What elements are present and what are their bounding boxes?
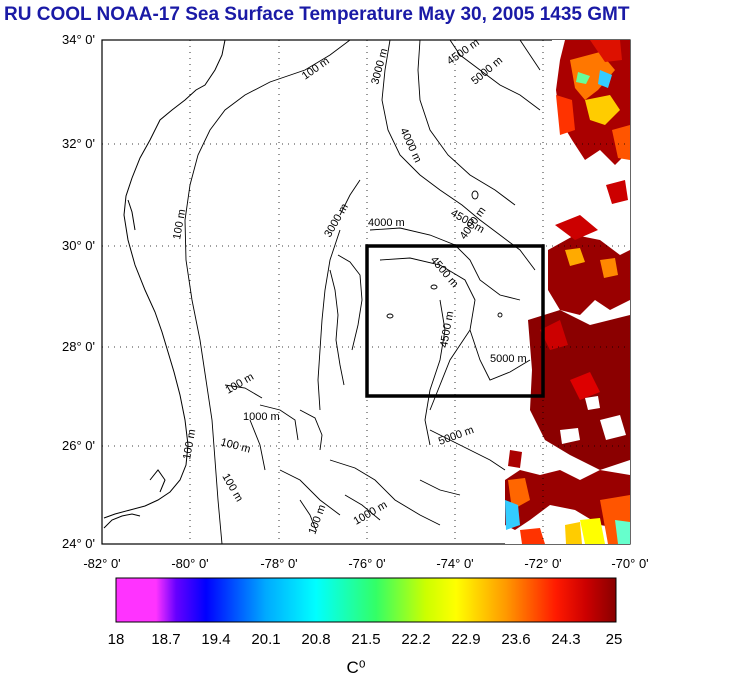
lon-label: -76° 0' (348, 556, 385, 571)
lon-label: -72° 0' (524, 556, 561, 571)
lat-label: 34° 0' (62, 32, 95, 47)
colorbar-tick: 25 (605, 631, 623, 648)
colorbar-tick: 20.1 (251, 631, 281, 648)
lon-label: -80° 0' (171, 556, 208, 571)
lat-label: 32° 0' (62, 136, 95, 151)
colorbar-tick: 18 (107, 631, 125, 648)
latitude-labels: 34° 0' 32° 0' 30° 0' 28° 0' 26° 0' 24° 0… (62, 32, 95, 551)
lon-label: -70° 0' (611, 556, 648, 571)
contour-label: 100 m (181, 428, 198, 460)
lat-label: 28° 0' (62, 339, 95, 354)
colorbar-tick: 19.4 (201, 631, 231, 648)
lon-label: -74° 0' (436, 556, 473, 571)
lon-label: -78° 0' (260, 556, 297, 571)
contour-label: 4000 m (368, 217, 405, 229)
map-title: RU COOL NOAA-17 Sea Surface Temperature … (4, 4, 630, 25)
colorbar-tick: 22.9 (451, 631, 481, 648)
islands (224, 190, 503, 531)
contour-label: 100 m (171, 208, 188, 240)
colorbar-tick: 23.6 (501, 631, 531, 648)
colorbar-tick: 18.7 (151, 631, 181, 648)
colorbar-tick: 21.5 (351, 631, 381, 648)
bathymetry-contours (184, 40, 541, 544)
sst-data-swath (505, 40, 630, 544)
contour-label: 1000 m (243, 411, 280, 423)
colorbar-unit: C⁰ (346, 658, 366, 677)
lat-label: 24° 0' (62, 536, 95, 551)
study-area-box (365, 244, 545, 398)
coastline (103, 40, 226, 529)
colorbar-tick: 20.8 (301, 631, 331, 648)
colorbar (115, 577, 617, 623)
colorbar-tick: 22.2 (401, 631, 431, 648)
contour-label: 5000 m (490, 353, 527, 365)
longitude-labels: -82° 0' -80° 0' -78° 0' -76° 0' -74° 0' … (83, 556, 648, 571)
lat-label: 26° 0' (62, 438, 95, 453)
colorbar-tick: 24.3 (551, 631, 581, 648)
lat-label: 30° 0' (62, 238, 95, 253)
lon-label: -82° 0' (83, 556, 120, 571)
